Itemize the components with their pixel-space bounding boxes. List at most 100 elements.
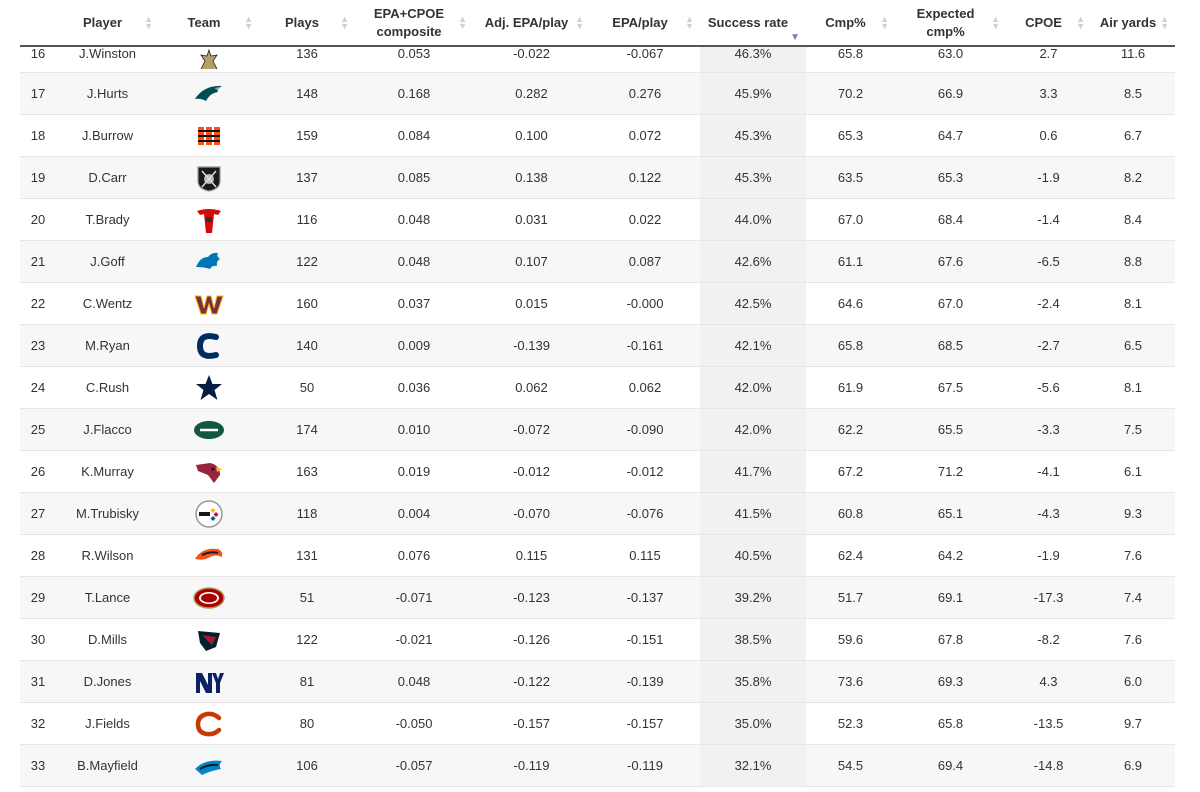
cell-rank: 23 [20,324,56,367]
cell-adj_epa: 0.015 [473,282,590,325]
cell-exp_cmp: 64.7 [895,114,1006,157]
sort-unsorted-icon[interactable]: ▲ ▼ [685,13,694,31]
cell-cpoe: -1.4 [1006,198,1091,241]
cell-epa: -0.067 [590,46,700,73]
table-row[interactable]: 23 M.Ryan 140 0.009 -0.139 -0.161 42.1% 65.8 68.… [20,324,1175,367]
cell-cmp: 64.6 [806,282,895,325]
texans-logo-icon [198,630,220,651]
column-header-epa[interactable]: EPA/play ▲ ▼ [590,0,700,47]
table-row[interactable]: 22 C.Wentz 160 0.037 0.015 -0.000 42.5% 64.6 67.… [20,282,1175,325]
table-row[interactable]: 24 C.Rush 50 0.036 0.062 0.062 42.0% 61.9 67.5 -5… [20,366,1175,409]
table-row[interactable]: 32 J.Fields 80 -0.050 -0.157 -0.157 35.0% 52.3 6… [20,702,1175,745]
cell-epa: -0.161 [590,324,700,367]
cell-adj_epa: 0.062 [473,366,590,409]
cell-player: T.Brady [56,198,159,241]
cell-composite: -0.071 [355,576,473,619]
column-header-air[interactable]: Air yards ▲ ▼ [1091,0,1175,47]
table-row[interactable]: 19 D.Carr 137 0.085 0.138 0.122 45.3% 63.5 65.3-… [20,156,1175,199]
cell-exp_cmp: 66.9 [895,72,1006,115]
column-header-plays[interactable]: Plays ▲ ▼ [259,0,355,47]
sort-descending-icon[interactable]: ▼ [790,32,800,43]
cell-composite: 0.085 [355,156,473,199]
cell-air: 6.5 [1091,324,1175,367]
cell-plays: 163 [259,450,355,493]
column-header-adj_epa[interactable]: Adj. EPA/play ▲ ▼ [473,0,590,47]
table-row[interactable]: 21 J.Goff 122 0.048 0.107 0.087 42.6% 61.1 67.6-… [20,240,1175,283]
cell-cpoe: -14.8 [1006,744,1091,787]
cell-rank: 21 [20,240,56,283]
table-row[interactable]: 26 K.Murray 163 0.019 -0.012 -0.012 41.7% 67.2 7… [20,450,1175,493]
sort-unsorted-icon[interactable]: ▲ ▼ [991,13,1000,31]
cell-team [159,114,259,157]
cell-adj_epa: -0.070 [473,492,590,535]
cell-player: D.Jones [56,660,159,703]
table-row[interactable]: 29 T.Lance 51 -0.071 -0.123 -0.137 39.2% 51.7 69… [20,576,1175,619]
cell-player: C.Rush [56,366,159,409]
cell-adj_epa: 0.138 [473,156,590,199]
cell-epa: -0.076 [590,492,700,535]
cell-player: J.Goff [56,240,159,283]
column-header-composite[interactable]: EPA+CPOE composite ▲ ▼ [355,0,473,47]
team-logo [192,289,226,319]
sort-unsorted-icon[interactable]: ▲ ▼ [1160,13,1169,31]
cell-cpoe: -17.3 [1006,576,1091,619]
column-header-label: Adj. EPA/play [484,14,569,30]
cell-epa: 0.122 [590,156,700,199]
cell-cpoe: -13.5 [1006,702,1091,745]
cell-success: 42.1% [700,324,806,367]
cell-adj_epa: -0.022 [473,46,590,73]
cell-plays: 81 [259,660,355,703]
sort-unsorted-icon[interactable]: ▲ ▼ [458,13,467,31]
sort-unsorted-icon[interactable]: ▲ ▼ [244,13,253,31]
table-row[interactable]: 33 B.Mayfield 106 -0.057 -0.119 -0.119 32.1% 54… [20,744,1175,787]
table-row[interactable]: 18 J.Burrow 159 0.084 0.100 0.072 45.3% 65.3 64.… [20,114,1175,157]
cell-epa: 0.072 [590,114,700,157]
cell-cmp: 65.3 [806,114,895,157]
column-header-success[interactable]: Success rate ▼ [700,0,806,47]
table-row[interactable]: 20 T.Brady 116 0.048 0.031 0.022 44.0% 67.0 68.4… [20,198,1175,241]
cell-composite: 0.084 [355,114,473,157]
cell-cmp: 52.3 [806,702,895,745]
cell-team [159,198,259,241]
cell-plays: 137 [259,156,355,199]
cell-cpoe: -2.7 [1006,324,1091,367]
sort-unsorted-icon[interactable]: ▲ ▼ [1076,13,1085,31]
cell-cpoe: 4.3 [1006,660,1091,703]
cell-exp_cmp: 68.4 [895,198,1006,241]
cell-exp_cmp: 69.1 [895,576,1006,619]
column-header-label: Expected cmp% [916,5,975,39]
table-row[interactable]: 27 M.Trubisky 118 0.004 -0.070 -0.076 41.5% 60.… [20,492,1175,535]
cell-exp_cmp: 63.0 [895,46,1006,73]
table-row[interactable]: 31 D.Jones 81 0.048 -0.122 -0.139 35.8% 73.6 69.… [20,660,1175,703]
cell-cmp: 67.0 [806,198,895,241]
sort-unsorted-icon[interactable]: ▲ ▼ [575,13,584,31]
sort-unsorted-icon[interactable]: ▲ ▼ [340,13,349,31]
column-header-exp_cmp[interactable]: Expected cmp% ▲ ▼ [895,0,1006,47]
column-header-team[interactable]: Team ▲ ▼ [159,0,259,47]
table-row[interactable]: 30 D.Mills 122 -0.021 -0.126 -0.151 38.5% 59.6 6… [20,618,1175,661]
cell-plays: 106 [259,744,355,787]
cell-cmp: 54.5 [806,744,895,787]
table-row[interactable]: 28 R.Wilson 131 0.076 0.115 0.115 40.5% 62.4 64.… [20,534,1175,577]
cell-rank: 17 [20,72,56,115]
table-row[interactable]: 25 J.Flacco 174 0.010 -0.072 -0.090 42.0% 62.2 6… [20,408,1175,451]
table-row[interactable]: 17 J.Hurts 148 0.168 0.282 0.276 45.9% 70.2 66.9… [20,72,1175,115]
cell-epa: -0.000 [590,282,700,325]
cell-composite: 0.048 [355,660,473,703]
cell-player: D.Mills [56,618,159,661]
cell-air: 7.4 [1091,576,1175,619]
cell-exp_cmp: 65.8 [895,702,1006,745]
team-logo [192,373,226,403]
cell-cpoe: -5.6 [1006,366,1091,409]
column-header-player[interactable]: Player ▲ ▼ [56,0,159,47]
cell-cpoe: -4.1 [1006,450,1091,493]
sort-unsorted-icon[interactable]: ▲ ▼ [880,13,889,31]
table-row[interactable]: 16 J.Winston 136 0.053 -0.022 -0.067 46.3% 65.8… [20,46,1175,73]
cell-adj_epa: -0.123 [473,576,590,619]
cell-composite: 0.048 [355,198,473,241]
sort-unsorted-icon[interactable]: ▲ ▼ [144,13,153,31]
column-header-cmp[interactable]: Cmp% ▲ ▼ [806,0,895,47]
column-header-cpoe[interactable]: CPOE ▲ ▼ [1006,0,1091,47]
cell-rank: 26 [20,450,56,493]
cell-air: 6.7 [1091,114,1175,157]
